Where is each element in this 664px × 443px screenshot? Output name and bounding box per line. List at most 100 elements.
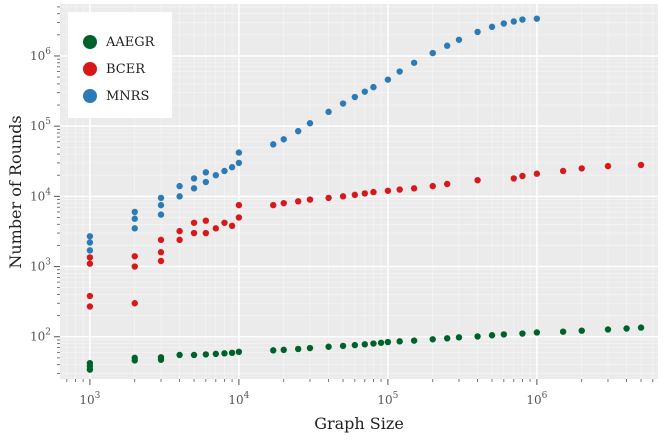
point-mnrs xyxy=(488,23,496,31)
point-mnrs xyxy=(235,149,243,156)
point-bcer xyxy=(519,172,526,180)
point-mnrs xyxy=(294,127,302,135)
x-axis-label: Graph Size xyxy=(314,414,404,433)
point-bcer xyxy=(221,219,228,226)
point-aaegr xyxy=(190,351,198,359)
y-tick-label: 104 xyxy=(30,187,51,203)
point-bcer xyxy=(604,162,612,170)
point-aaegr xyxy=(280,346,287,354)
point-aaegr xyxy=(270,347,277,354)
point-bcer xyxy=(190,219,198,226)
point-aaegr xyxy=(157,354,165,361)
point-bcer xyxy=(228,222,236,230)
point-mnrs xyxy=(212,172,220,179)
point-mnrs xyxy=(176,182,183,190)
point-bcer xyxy=(280,199,287,207)
legend-label-mnrs: MNRS xyxy=(106,89,149,104)
point-bcer xyxy=(131,300,138,307)
point-bcer xyxy=(235,201,243,209)
point-bcer xyxy=(637,161,645,169)
axis-ticks: 103 104 105 106 102 103 104 105 106 xyxy=(30,6,654,407)
point-aaegr xyxy=(221,350,228,357)
point-mnrs xyxy=(510,18,518,25)
point-mnrs xyxy=(280,136,287,143)
legend: AAEGR BCER MNRS xyxy=(68,12,172,118)
point-mnrs xyxy=(221,167,228,175)
point-aaegr xyxy=(377,339,385,346)
point-mnrs xyxy=(533,15,541,22)
point-mnrs xyxy=(86,239,94,246)
point-mnrs xyxy=(157,201,165,209)
point-aaegr xyxy=(370,340,377,347)
point-mnrs xyxy=(384,76,392,83)
point-bcer xyxy=(212,225,220,232)
point-bcer xyxy=(294,198,302,205)
point-mnrs xyxy=(131,225,138,232)
point-bcer xyxy=(202,217,210,224)
point-bcer xyxy=(270,201,277,209)
y-tick-label: 106 xyxy=(30,47,51,63)
point-aaegr xyxy=(519,330,526,337)
point-bcer xyxy=(176,227,183,235)
x-tick-label: 106 xyxy=(526,391,547,407)
point-aaegr xyxy=(533,329,541,336)
point-bcer xyxy=(157,249,165,256)
point-bcer xyxy=(202,229,210,237)
point-aaegr xyxy=(361,341,369,348)
point-bcer xyxy=(235,214,243,221)
point-bcer xyxy=(86,292,94,300)
point-mnrs xyxy=(519,16,526,23)
point-aaegr xyxy=(131,354,138,362)
point-mnrs xyxy=(306,120,314,127)
point-mnrs xyxy=(443,42,451,49)
point-bcer xyxy=(325,194,332,202)
point-bcer xyxy=(370,188,377,196)
point-bcer xyxy=(361,190,369,197)
point-aaegr xyxy=(235,348,243,356)
point-aaegr xyxy=(212,350,220,358)
point-bcer xyxy=(474,176,481,184)
point-aaegr xyxy=(578,327,585,334)
point-mnrs xyxy=(190,185,198,192)
point-bcer xyxy=(410,185,418,192)
point-bcer xyxy=(86,254,94,261)
point-mnrs xyxy=(202,169,210,176)
point-bcer xyxy=(157,236,165,244)
legend-label-bcer: BCER xyxy=(106,62,146,77)
point-bcer xyxy=(533,170,541,177)
point-aaegr xyxy=(443,335,451,342)
x-tick-label: 105 xyxy=(377,391,398,407)
point-mnrs xyxy=(235,159,243,167)
point-bcer xyxy=(339,193,347,200)
point-mnrs xyxy=(190,175,198,182)
point-mnrs xyxy=(500,20,508,27)
point-bcer xyxy=(510,175,518,182)
point-mnrs xyxy=(370,83,377,91)
point-bcer xyxy=(384,187,392,194)
point-aaegr xyxy=(559,328,567,335)
point-aaegr xyxy=(410,337,418,344)
point-mnrs xyxy=(325,108,332,116)
point-mnrs xyxy=(157,194,165,202)
y-axis-label: Number of Rounds xyxy=(6,115,25,268)
point-bcer xyxy=(443,180,451,188)
point-mnrs xyxy=(131,215,138,222)
y-tick-label: 105 xyxy=(30,117,51,133)
point-aaegr xyxy=(86,359,94,367)
point-aaegr xyxy=(339,342,347,350)
legend-marker-bcer xyxy=(83,62,97,76)
point-mnrs xyxy=(396,68,403,75)
y-tick-label: 102 xyxy=(30,328,51,344)
point-aaegr xyxy=(306,344,314,352)
legend-marker-aaegr xyxy=(83,35,97,49)
point-aaegr xyxy=(474,333,481,340)
point-aaegr xyxy=(500,331,508,338)
point-mnrs xyxy=(157,211,165,218)
point-aaegr xyxy=(202,351,210,358)
point-mnrs xyxy=(351,93,359,101)
point-mnrs xyxy=(228,164,236,171)
point-aaegr xyxy=(488,332,496,339)
point-mnrs xyxy=(86,233,94,240)
point-bcer xyxy=(86,303,94,310)
